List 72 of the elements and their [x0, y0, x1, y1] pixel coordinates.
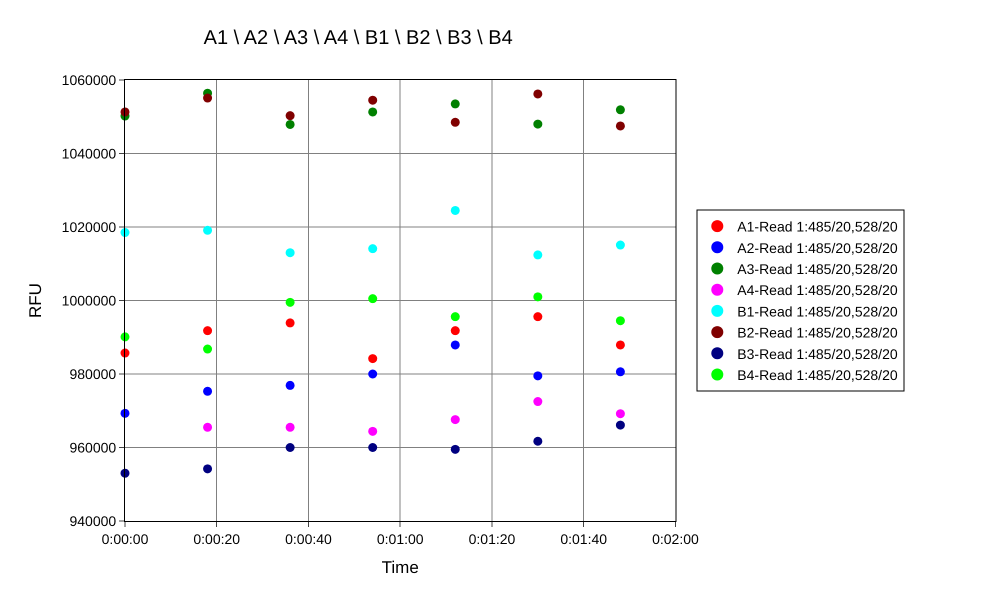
point: [286, 248, 295, 258]
point: [450, 206, 460, 215]
chart-title: A1 \ A2 \ A3 \ A4 \ B1 \ B2 \ B3 \ B4: [204, 27, 513, 50]
x-tick-label: 0:01:40: [560, 530, 608, 547]
legend-label: A4-Read 1:485/20,528/20: [737, 282, 898, 298]
point: [286, 318, 295, 328]
point: [533, 250, 542, 260]
point: [368, 96, 378, 105]
point: [616, 409, 625, 418]
x-tick-label: 0:00:40: [285, 530, 332, 547]
x-tick-label: 0:00:20: [193, 530, 240, 547]
y-tick-label: 960000: [69, 439, 116, 456]
point: [616, 420, 625, 430]
y-tick-label: 1060000: [62, 72, 116, 88]
point: [450, 326, 460, 336]
y-tick-label: 1020000: [62, 218, 116, 235]
point: [450, 312, 460, 322]
y-tick-label: 1040000: [62, 145, 116, 162]
point: [368, 443, 378, 452]
point: [203, 344, 212, 354]
legend-label: B4-Read 1:485/20,528/20: [737, 366, 898, 383]
point: [450, 444, 460, 454]
point: [286, 120, 295, 129]
point: [286, 111, 295, 120]
x-tick-label: 0:01:20: [468, 530, 516, 547]
legend-label: B3-Read 1:485/20,528/20: [737, 346, 898, 362]
point: [450, 99, 460, 108]
point: [368, 244, 378, 254]
legend-label: B1-Read 1:485/20,528/20: [737, 303, 898, 320]
point: [533, 89, 542, 98]
point: [533, 397, 542, 406]
point: [203, 326, 212, 336]
point: [203, 94, 212, 103]
point: [203, 422, 212, 432]
legend-label: A3-Read 1:485/20,528/20: [737, 260, 898, 277]
y-tick-label: 940000: [69, 512, 116, 529]
x-tick-label: 0:01:00: [376, 530, 424, 547]
point: [368, 294, 378, 304]
x-tick-label: 0:00:00: [102, 530, 149, 547]
x-tick-label: 0:02:00: [652, 530, 700, 547]
point: [616, 240, 625, 250]
point: [368, 426, 378, 436]
point: [203, 226, 212, 235]
point: [616, 367, 625, 376]
point: [368, 354, 378, 364]
point: [450, 340, 460, 350]
point: [450, 118, 460, 127]
y-axis-title: RFU: [26, 283, 46, 318]
legend-label: A1-Read 1:485/20,528/20: [737, 218, 898, 235]
point: [616, 105, 625, 114]
point: [616, 316, 625, 326]
y-tick-label: 1000000: [62, 292, 116, 308]
x-axis-title: Time: [382, 558, 419, 578]
point: [286, 298, 295, 307]
point: [533, 292, 542, 302]
point: [203, 464, 212, 474]
point: [616, 340, 625, 350]
legend-label: A2-Read 1:485/20,528/20: [737, 240, 898, 256]
point: [286, 380, 295, 390]
point: [450, 415, 460, 424]
point: [533, 312, 542, 322]
point: [368, 370, 378, 378]
point: [616, 121, 625, 130]
point: [286, 422, 295, 432]
point: [368, 107, 378, 116]
point: [533, 120, 542, 129]
point: [203, 386, 212, 396]
point: [286, 443, 295, 452]
point: [533, 436, 542, 446]
point: [533, 371, 542, 380]
y-tick-label: 980000: [69, 366, 116, 382]
legend-label: B2-Read 1:485/20,528/20: [737, 324, 898, 341]
